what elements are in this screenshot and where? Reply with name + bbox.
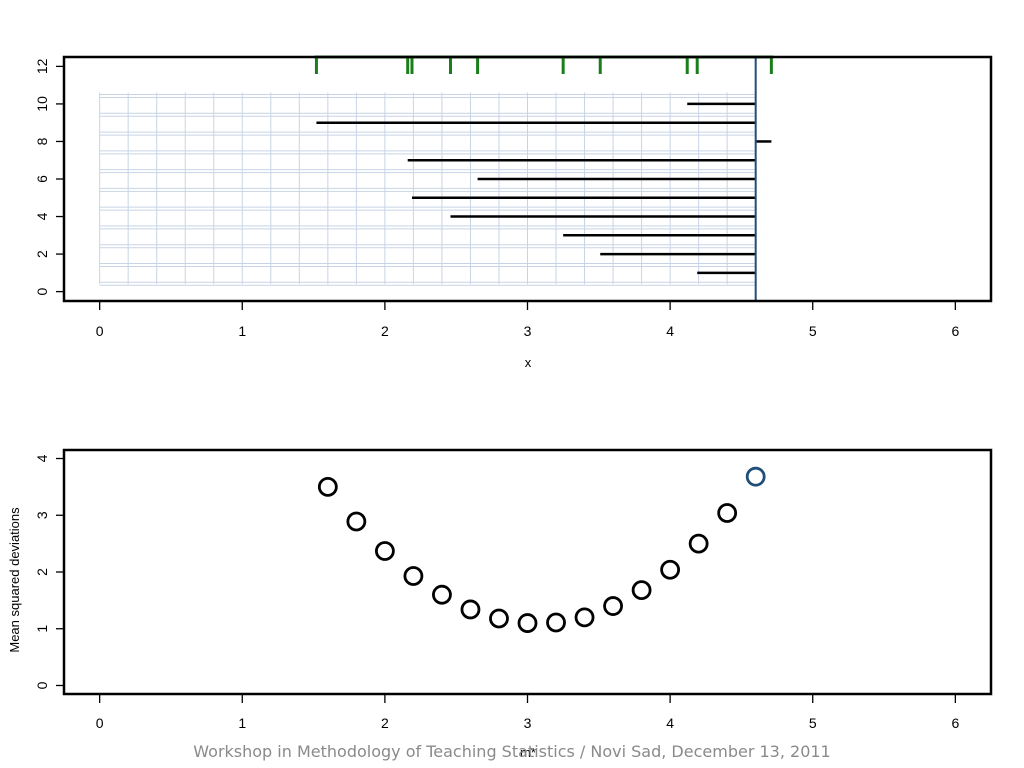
x-tick-label: 2 (381, 323, 389, 339)
data-point (346, 511, 367, 532)
x-tick-label: 5 (809, 323, 817, 339)
data-point (717, 503, 738, 523)
data-point (517, 613, 538, 633)
data-point (489, 608, 509, 629)
top-plot-frame (62, 55, 993, 303)
data-point (660, 559, 681, 580)
data-point (574, 607, 595, 628)
bottom-y-axis-title: Mean squared deviations (7, 507, 22, 653)
footer-caption: Workshop in Methodology of Teaching Stat… (193, 742, 831, 761)
data-point (460, 599, 481, 620)
bottom-x-axis: 0 1 2 3 4 5 6 (96, 695, 959, 731)
top-deviations (316, 102, 772, 275)
x-tick-label: 6 (951, 323, 959, 339)
x-tick-label: 0 (96, 323, 104, 339)
y-tick-label: 1 (34, 625, 50, 633)
data-point (432, 584, 452, 605)
y-tick-label: 0 (34, 288, 50, 296)
x-tick-label: 4 (666, 715, 674, 731)
y-tick-label: 4 (34, 454, 50, 462)
x-tick-label: 0 (96, 715, 104, 731)
x-tick-label: 2 (381, 715, 389, 731)
bottom-panel: 0 1 2 3 4 5 6 0 1 2 3 4 m* Mean squared deviations (7, 448, 993, 760)
highlighted-point (745, 466, 766, 487)
bottom-y-axis: 0 1 2 3 4 (34, 454, 63, 689)
data-point (374, 541, 395, 561)
y-tick-label: 8 (34, 137, 50, 145)
data-point (546, 612, 566, 633)
data-point (317, 476, 338, 497)
x-tick-label: 1 (238, 323, 246, 339)
y-tick-label: 0 (34, 681, 50, 689)
x-tick-label: 5 (809, 715, 817, 731)
x-tick-label: 4 (666, 323, 674, 339)
data-point (603, 596, 623, 616)
bottom-points (317, 466, 766, 633)
top-y-axis: 0 2 4 6 8 10 12 (34, 58, 63, 296)
bottom-plot-frame (62, 448, 993, 696)
top-grid (99, 92, 757, 286)
data-point (631, 580, 652, 601)
y-tick-label: 2 (34, 568, 50, 576)
y-tick-label: 4 (34, 212, 50, 220)
top-x-axis: 0 1 2 3 4 5 6 (96, 302, 959, 339)
y-tick-label: 10 (34, 96, 50, 112)
y-tick-label: 2 (34, 250, 50, 258)
y-tick-label: 12 (34, 58, 50, 74)
x-tick-label: 1 (238, 715, 246, 731)
data-point (688, 533, 709, 554)
data-point (403, 566, 424, 586)
x-tick-label: 3 (524, 715, 532, 731)
y-tick-label: 6 (34, 175, 50, 183)
x-tick-label: 3 (524, 323, 532, 339)
y-tick-label: 3 (34, 511, 50, 519)
x-tick-label: 6 (951, 715, 959, 731)
bottom-x-axis-title: m* (520, 745, 536, 760)
top-rug (314, 55, 774, 74)
top-x-axis-title: x (525, 355, 532, 370)
